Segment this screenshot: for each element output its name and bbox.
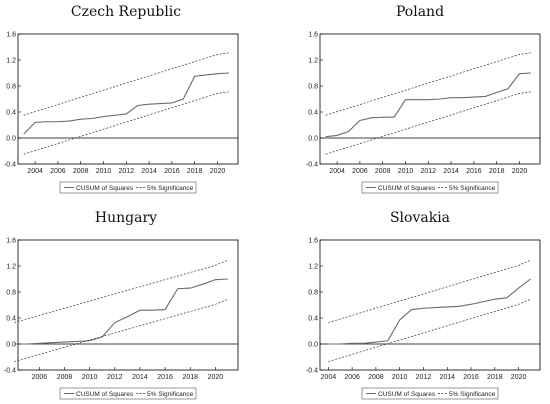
x-tick-label: 2020 <box>512 168 528 175</box>
plot-area <box>319 239 541 371</box>
y-tick-label: 0.0 <box>308 342 318 349</box>
chart-panel-czech-republic: Czech Republic 2004 2006 2008 2010 2012 2014 2… <box>4 4 239 194</box>
significance-lower-line <box>328 298 531 362</box>
x-tick-label: 2020 <box>208 374 224 381</box>
x-tick-label: 2016 <box>463 374 479 381</box>
y-tick-label: 0.4 <box>308 110 318 117</box>
significance-lower-line <box>23 91 229 155</box>
plot-marks: 2006 2008 2010 2012 2014 2016 2018 2020 -0.4 0.0 0… <box>4 238 238 381</box>
x-tick-label: 2012 <box>107 374 123 381</box>
significance-upper-line <box>14 259 229 323</box>
y-tick-label: 1.6 <box>308 32 318 39</box>
chart-title: Czech Republic <box>71 4 181 20</box>
chart-title: Slovakia <box>390 210 450 226</box>
x-tick-label: 2014 <box>132 374 148 381</box>
x-tick-label: 2006 <box>50 168 66 175</box>
y-tick-label: -0.4 <box>306 368 318 375</box>
cusum-line <box>23 72 229 135</box>
x-tick-label: 2020 <box>511 374 527 381</box>
x-tick-label: 2008 <box>375 168 391 175</box>
y-tick-label: 0.8 <box>308 84 318 91</box>
y-tick-label: 1.6 <box>6 32 16 39</box>
chart-title: Poland <box>396 4 444 20</box>
significance-upper-line <box>328 259 531 323</box>
x-tick-label: 2008 <box>57 374 73 381</box>
x-tick-label: 2018 <box>187 168 203 175</box>
plot-area <box>319 33 541 165</box>
x-tick-label: 2012 <box>416 374 432 381</box>
y-tick-label: 0.4 <box>6 316 16 323</box>
x-tick-label: 2012 <box>119 168 135 175</box>
significance-upper-line <box>23 52 229 116</box>
plot-area <box>17 239 239 371</box>
y-tick-label: 0.8 <box>308 290 318 297</box>
plot-marks: 2004 2006 2008 2010 2012 2014 2016 2018 2020 -0.4… <box>306 32 540 175</box>
y-tick-label: 1.6 <box>6 238 16 245</box>
x-tick-label: 2014 <box>439 374 455 381</box>
x-tick-label: 2006 <box>344 374 360 381</box>
y-tick-label: 0.8 <box>6 290 16 297</box>
legend-box <box>361 387 499 400</box>
x-tick-label: 2018 <box>487 374 503 381</box>
legend-label-cusum: CUSUM of Squares <box>378 185 436 192</box>
x-tick-label: 2004 <box>321 374 337 381</box>
legend-box <box>59 181 197 194</box>
significance-upper-line <box>325 52 531 116</box>
x-tick-label: 2020 <box>210 168 226 175</box>
y-tick-label: -0.4 <box>4 162 16 169</box>
x-tick-label: 2004 <box>329 168 345 175</box>
chart-panel-slovakia: Slovakia 2004 2006 2008 2010 2012 2014 2016 201… <box>306 210 541 400</box>
legend-box <box>361 181 499 194</box>
legend-label-significance: 5% Significance <box>147 185 194 192</box>
legend-box <box>59 387 197 400</box>
chart-title: Hungary <box>95 210 157 226</box>
x-tick-label: 2006 <box>32 374 48 381</box>
y-tick-label: 1.2 <box>308 58 318 65</box>
x-tick-label: 2014 <box>141 168 157 175</box>
x-tick-label: 2006 <box>352 168 368 175</box>
cusum-line <box>14 278 228 345</box>
legend-label-significance: 5% Significance <box>449 185 496 192</box>
chart-panel-poland: Poland 2004 2006 2008 2010 2012 2014 2016 2018 2… <box>306 4 541 194</box>
legend-label-significance: 5% Significance <box>449 391 496 398</box>
x-tick-label: 2018 <box>489 168 505 175</box>
y-tick-label: 1.2 <box>6 58 16 65</box>
cusum-line <box>325 72 531 138</box>
x-tick-label: 2016 <box>466 168 482 175</box>
y-tick-label: 0.4 <box>308 316 318 323</box>
y-tick-label: 1.2 <box>6 264 16 271</box>
cusum-line <box>328 278 531 345</box>
y-tick-label: 0.8 <box>6 84 16 91</box>
chart-panel-hungary: Hungary 2006 2008 2010 2012 2014 2016 2018 2020… <box>4 210 239 400</box>
x-tick-label: 2008 <box>73 168 89 175</box>
significance-lower-line <box>14 298 229 362</box>
y-tick-label: 1.2 <box>308 264 318 271</box>
x-tick-label: 2016 <box>157 374 173 381</box>
y-tick-label: 0.0 <box>6 136 16 143</box>
y-tick-label: 0.0 <box>308 136 318 143</box>
x-tick-label: 2010 <box>82 374 98 381</box>
y-tick-label: -0.4 <box>306 162 318 169</box>
x-tick-label: 2018 <box>182 374 198 381</box>
y-tick-label: 1.6 <box>308 238 318 245</box>
x-tick-label: 2010 <box>392 374 408 381</box>
x-tick-label: 2012 <box>421 168 437 175</box>
plot-marks: 2004 2006 2008 2010 2012 2014 2016 2018 2020 -0.4… <box>306 238 540 381</box>
x-tick-label: 2010 <box>96 168 112 175</box>
x-tick-label: 2010 <box>398 168 414 175</box>
y-tick-label: 0.4 <box>6 110 16 117</box>
x-tick-label: 2004 <box>27 168 43 175</box>
x-tick-label: 2008 <box>368 374 384 381</box>
plot-area <box>17 33 239 165</box>
legend-label-cusum: CUSUM of Squares <box>76 185 134 192</box>
plot-marks: 2004 2006 2008 2010 2012 2014 2016 2018 2020 -0.4… <box>4 32 238 175</box>
legend-label-cusum: CUSUM of Squares <box>378 391 436 398</box>
x-tick-label: 2016 <box>164 168 180 175</box>
legend-label-cusum: CUSUM of Squares <box>76 391 134 398</box>
y-tick-label: -0.4 <box>4 368 16 375</box>
y-tick-label: 0.0 <box>6 342 16 349</box>
legend-label-significance: 5% Significance <box>147 391 194 398</box>
x-tick-label: 2014 <box>443 168 459 175</box>
